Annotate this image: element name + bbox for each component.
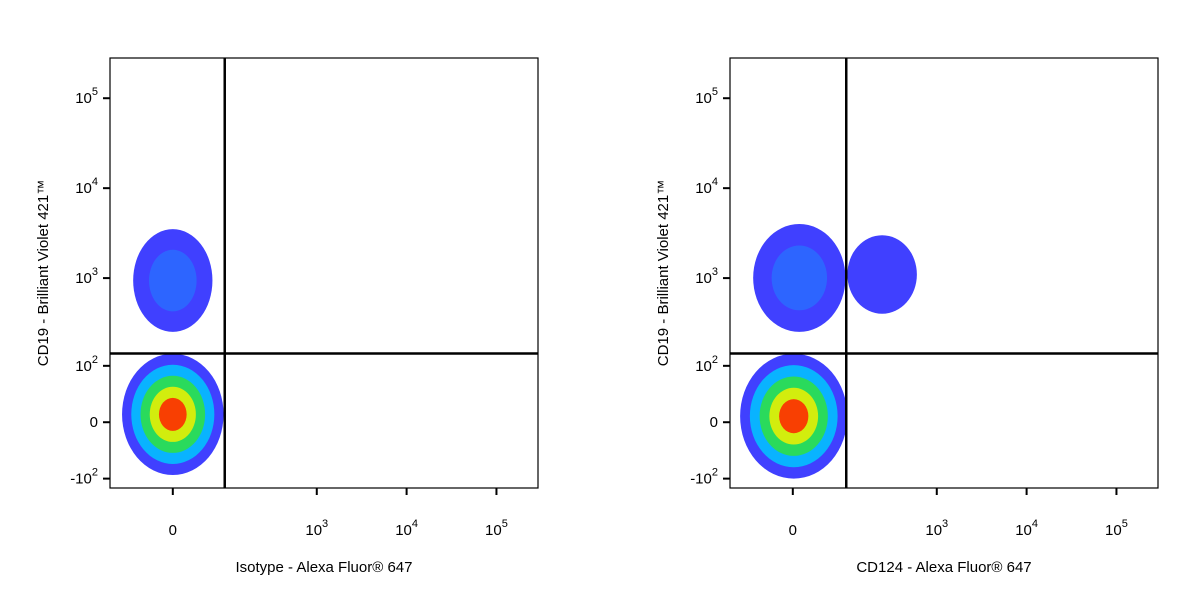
x-tick-label-exp: 3 — [322, 518, 328, 530]
y-tick-label: 103 — [75, 266, 98, 287]
y-tick-label-exp: 2 — [712, 467, 718, 479]
x-tick-label: 0 — [169, 522, 177, 539]
y-tick-label-base: -10 — [690, 471, 712, 488]
y-tick-label-exp: 2 — [712, 354, 718, 366]
y-tick-label: 0 — [710, 414, 718, 431]
x-tick-label-exp: 4 — [412, 518, 418, 530]
x-tick-label: 103 — [305, 518, 328, 539]
y-tick-label: 102 — [75, 354, 98, 375]
y-tick-label: 0 — [90, 414, 98, 431]
x-tick-label: 105 — [485, 518, 508, 539]
plot-area — [740, 223, 917, 479]
x-tick-label-base: 10 — [1105, 522, 1122, 539]
y-tick-label-base: 10 — [695, 270, 712, 287]
y-tick-label-exp: 4 — [712, 176, 718, 188]
y-tick-label-exp: 3 — [92, 266, 98, 278]
density-contour — [779, 399, 809, 434]
y-tick-label: -102 — [690, 467, 718, 488]
density-contour — [847, 235, 917, 314]
x-tick-label-base: 0 — [789, 522, 797, 539]
y-tick-label-base: 10 — [695, 90, 712, 107]
y-tick-label-base: 10 — [75, 90, 92, 107]
plot-frame — [109, 57, 539, 489]
x-tick-label: 104 — [1015, 518, 1038, 539]
x-tick-label: 0 — [789, 522, 797, 539]
x-tick-label: 105 — [1105, 518, 1128, 539]
y-tick-label-exp: 3 — [712, 266, 718, 278]
y-tick-label-base: 10 — [75, 270, 92, 287]
y-tick-label: 102 — [695, 354, 718, 375]
x-tick-label-base: 0 — [169, 522, 177, 539]
x-tick-label-base: 10 — [925, 522, 942, 539]
y-tick-label-base: 10 — [695, 180, 712, 197]
y-tick-label-exp: 5 — [712, 86, 718, 98]
y-tick-label: 104 — [695, 176, 718, 197]
x-tick-label-exp: 5 — [1122, 518, 1128, 530]
plot-area — [122, 229, 224, 475]
y-tick-label-base: 0 — [710, 414, 718, 431]
x-tick-label: 103 — [925, 518, 948, 539]
density-contour — [158, 397, 187, 431]
y-tick-label-base: -10 — [70, 471, 92, 488]
y-tick-label-base: 10 — [75, 180, 92, 197]
density-contour — [149, 249, 197, 312]
y-tick-label-exp: 4 — [92, 176, 98, 188]
x-tick-label-exp: 3 — [942, 518, 948, 530]
y-tick-label-exp: 5 — [92, 86, 98, 98]
y-tick-label-exp: 2 — [92, 467, 98, 479]
x-tick-label: 104 — [395, 518, 418, 539]
y-tick-label: 104 — [75, 176, 98, 197]
x-tick-label-base: 10 — [395, 522, 412, 539]
x-tick-label-exp: 4 — [1032, 518, 1038, 530]
plot-frame — [729, 57, 1159, 489]
y-tick-label-exp: 2 — [92, 354, 98, 366]
y-tick-label: 105 — [75, 86, 98, 107]
x-tick-label-exp: 5 — [502, 518, 508, 530]
y-tick-label-base: 10 — [695, 358, 712, 375]
y-tick-label: -102 — [70, 467, 98, 488]
y-axis-label: CD19 - Brilliant Violet 421™ — [655, 180, 672, 366]
y-tick-label-base: 0 — [90, 414, 98, 431]
x-axis-label: CD124 - Alexa Fluor® 647 — [856, 559, 1031, 576]
y-tick-label: 103 — [695, 266, 718, 287]
density-contour — [771, 245, 828, 311]
x-tick-label-base: 10 — [305, 522, 322, 539]
x-tick-label-base: 10 — [1015, 522, 1032, 539]
y-tick-label-base: 10 — [75, 358, 92, 375]
x-axis-label: Isotype - Alexa Fluor® 647 — [236, 559, 413, 576]
y-axis-label: CD19 - Brilliant Violet 421™ — [35, 180, 52, 366]
y-tick-label: 105 — [695, 86, 718, 107]
x-tick-label-base: 10 — [485, 522, 502, 539]
